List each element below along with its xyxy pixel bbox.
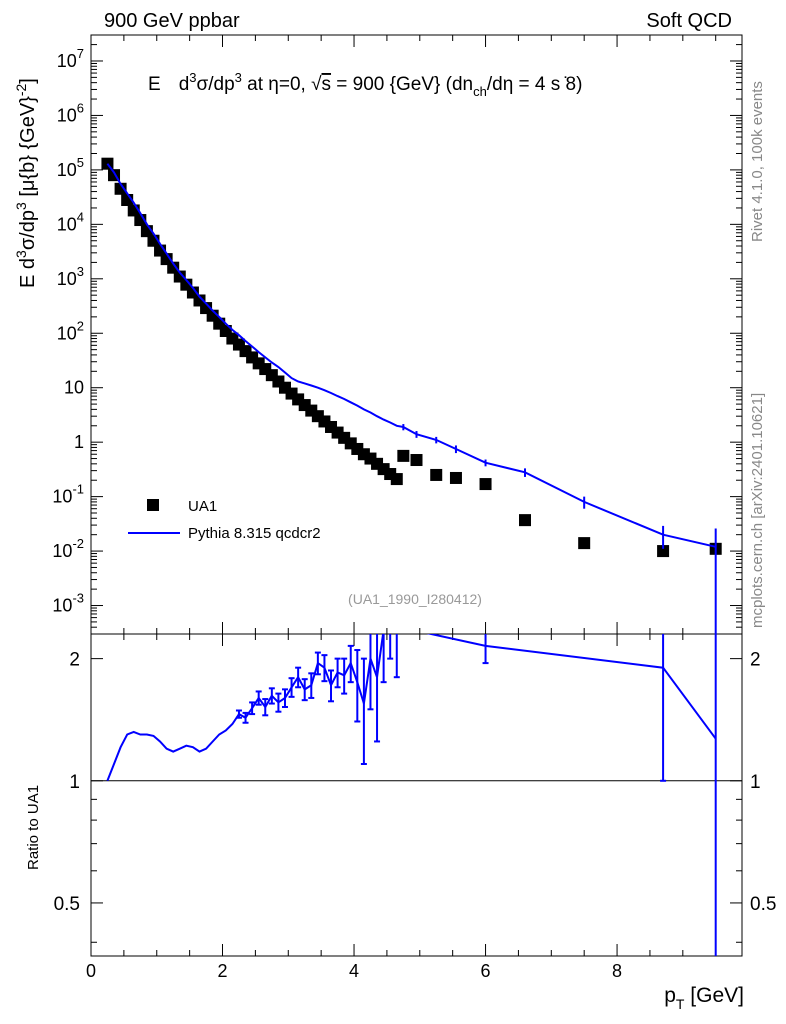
legend-label-ua1: UA1 bbox=[188, 498, 217, 515]
ua1-data-point bbox=[160, 253, 173, 266]
ratio-plot-frame bbox=[90, 633, 743, 957]
ua1-data-point bbox=[397, 449, 410, 462]
y-tick-label: 105 bbox=[57, 155, 84, 180]
axis-ticks bbox=[90, 34, 742, 956]
y-tick-label: 102 bbox=[57, 318, 84, 343]
x-tick-label: 8 bbox=[612, 961, 622, 981]
header-left: 900 GeV ppbar bbox=[104, 10, 240, 32]
legend-label-pythia: Pythia 8.315 qcdcr2 bbox=[188, 525, 321, 542]
ua1-data-point bbox=[114, 182, 127, 195]
y-tick-label: 10-1 bbox=[52, 482, 84, 507]
main-plot-frame bbox=[90, 34, 743, 635]
ratio-y-axis-label: Ratio to UA1 bbox=[25, 785, 42, 870]
ratio-line bbox=[106, 634, 717, 782]
x-tick-label: 6 bbox=[481, 961, 491, 981]
ratio-y-tick-label-right: 2 bbox=[750, 650, 761, 671]
ratio-y-tick-label: 2 bbox=[69, 650, 80, 671]
ua1-data-point bbox=[154, 244, 167, 257]
ua1-data-point bbox=[578, 537, 591, 550]
ua1-data-point bbox=[479, 478, 492, 491]
x-tick-label: 4 bbox=[349, 961, 359, 981]
y-tick-label: 103 bbox=[57, 264, 84, 289]
analysis-tag: (UA1_1990_I280412) bbox=[348, 591, 482, 607]
x-axis-label: pT [GeV] bbox=[664, 984, 744, 1012]
legend-marker-ua1 bbox=[147, 499, 159, 511]
mcplots-label: mcplots.cern.ch [arXiv:2401.10621] bbox=[749, 393, 766, 628]
y-axis-label: E d3σ/dp3 [μ{b} {GeV}-2] bbox=[13, 78, 39, 288]
x-tick-label: 0 bbox=[86, 961, 96, 981]
ratio-y-tick-label-right: 1 bbox=[750, 772, 761, 793]
ua1-data-point bbox=[410, 454, 423, 467]
ua1-data-point bbox=[519, 514, 531, 527]
y-tick-label: 1 bbox=[74, 432, 84, 452]
header-right: Soft QCD bbox=[646, 10, 732, 32]
pythia-line bbox=[106, 163, 716, 548]
ratio-y-tick-label-right: 0.5 bbox=[750, 894, 776, 915]
ua1-data-point bbox=[390, 473, 403, 486]
y-tick-label: 107 bbox=[57, 46, 84, 71]
ua1-data-point bbox=[657, 545, 670, 558]
y-tick-label: 106 bbox=[57, 100, 84, 125]
x-tick-label: 2 bbox=[218, 961, 228, 981]
y-tick-label: 104 bbox=[57, 209, 84, 234]
ua1-data-point bbox=[121, 193, 134, 206]
ratio-y-tick-label: 1 bbox=[69, 772, 80, 793]
y-tick-label: 10 bbox=[64, 378, 84, 398]
y-tick-label: 10-3 bbox=[52, 591, 84, 616]
ratio-y-tick-label: 0.5 bbox=[54, 894, 80, 915]
ua1-data-point bbox=[449, 471, 462, 484]
rivet-version-label: Rivet 4.1.0, 100k events bbox=[749, 81, 766, 242]
ua1-data-point bbox=[430, 468, 443, 481]
y-tick-label: 10-2 bbox=[52, 536, 84, 561]
